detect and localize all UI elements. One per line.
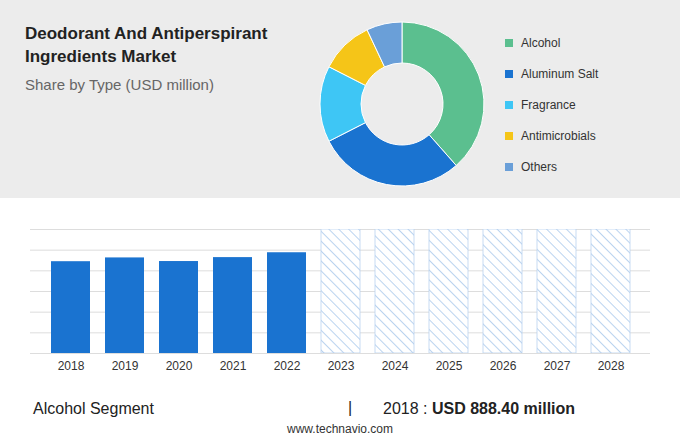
html-text:Fragrance: Fragrance <box>521 98 576 112</box>
html-text:Others: Others <box>521 160 557 174</box>
html-text:Antimicrobials: Antimicrobials <box>521 129 596 143</box>
html-text:Share by Type (USD million): Share by Type (USD million) <box>25 76 214 93</box>
svg-text:2021: 2021 <box>220 359 247 373</box>
html-text:Alcohol: Alcohol <box>521 36 561 50</box>
svg-text:2018: 2018 <box>58 359 85 373</box>
svg-text:2027: 2027 <box>544 359 571 373</box>
html-text:Deodorant And Antiperspirant I: Deodorant And Antiperspirant Ingredients… <box>25 24 268 66</box>
svg-text:2022: 2022 <box>274 359 301 373</box>
svg-text:2019: 2019 <box>112 359 139 373</box>
svg-text:2025: 2025 <box>436 359 463 373</box>
svg-text:2020: 2020 <box>166 359 193 373</box>
html-text:Alcohol Segment: Alcohol Segment <box>33 400 154 417</box>
svg-text:2028: 2028 <box>598 359 625 373</box>
html-text:2018 : USD 888.40 million: 2018 : USD 888.40 million <box>383 400 576 417</box>
html-text:www.technavio.com: www.technavio.com <box>287 422 393 436</box>
svg-text:2026: 2026 <box>490 359 517 373</box>
svg-text:2023: 2023 <box>328 359 355 373</box>
svg-text:2024: 2024 <box>382 359 409 373</box>
html-text:Aluminum Salt: Aluminum Salt <box>521 67 599 81</box>
